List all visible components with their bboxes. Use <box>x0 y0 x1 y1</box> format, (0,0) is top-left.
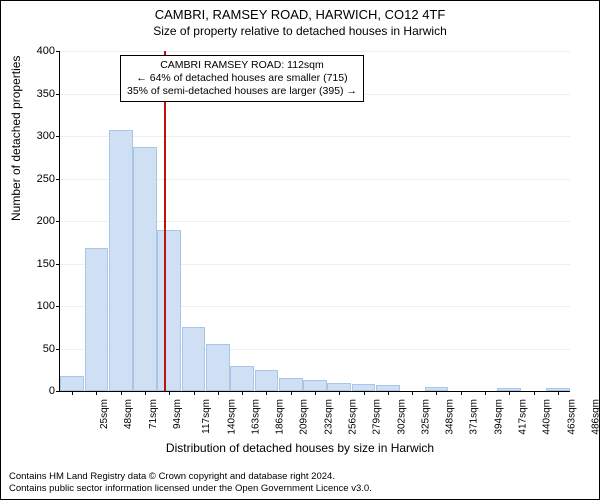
ytick-label: 350 <box>25 88 55 100</box>
bar <box>255 370 279 391</box>
xtick-mark <box>266 391 267 395</box>
xtick-mark <box>72 391 73 395</box>
title-sub: Size of property relative to detached ho… <box>1 24 599 38</box>
ytick-label: 200 <box>25 215 55 227</box>
xtick-mark <box>412 391 413 395</box>
xtick-label: 48sqm <box>123 399 134 429</box>
ytick-mark <box>56 221 60 222</box>
title-main: CAMBRI, RAMSEY ROAD, HARWICH, CO12 4TF <box>1 7 599 22</box>
ytick-mark <box>56 179 60 180</box>
xtick-label: 371sqm <box>469 399 480 435</box>
ytick-mark <box>56 264 60 265</box>
x-axis-label: Distribution of detached houses by size … <box>1 441 599 455</box>
xtick-mark <box>436 391 437 395</box>
xtick-label: 186sqm <box>275 399 286 435</box>
xtick-label: 325sqm <box>420 399 431 435</box>
xtick-mark <box>291 391 292 395</box>
bar <box>60 376 84 391</box>
chart-area: 25sqm48sqm71sqm94sqm117sqm140sqm163sqm18… <box>59 51 569 391</box>
bar <box>327 383 351 392</box>
bar <box>303 380 327 391</box>
bar <box>206 344 230 391</box>
ytick-label: 250 <box>25 173 55 185</box>
bar <box>109 130 133 391</box>
ytick-label: 150 <box>25 258 55 270</box>
annotation-line2: ← 64% of detached houses are smaller (71… <box>127 72 357 85</box>
footer-line2: Contains public sector information licen… <box>9 483 372 495</box>
xtick-label: 417sqm <box>518 399 529 435</box>
xtick-mark <box>461 391 462 395</box>
xtick-label: 71sqm <box>148 399 159 429</box>
xtick-label: 394sqm <box>493 399 504 435</box>
xtick-label: 232sqm <box>323 399 334 435</box>
xtick-label: 117sqm <box>201 399 212 434</box>
footer: Contains HM Land Registry data © Crown c… <box>9 471 372 495</box>
annotation-box: CAMBRI RAMSEY ROAD: 112sqm← 64% of detac… <box>120 55 364 102</box>
xtick-mark <box>145 391 146 395</box>
xtick-mark <box>509 391 510 395</box>
xtick-label: 486sqm <box>590 399 600 435</box>
xtick-label: 348sqm <box>445 399 456 435</box>
bar <box>85 248 109 391</box>
ytick-mark <box>56 391 60 392</box>
ytick-mark <box>56 136 60 137</box>
xtick-mark <box>364 391 365 395</box>
xtick-mark <box>121 391 122 395</box>
xtick-label: 25sqm <box>99 399 110 429</box>
xtick-label: 463sqm <box>566 399 577 435</box>
ytick-label: 100 <box>25 300 55 312</box>
xtick-label: 302sqm <box>396 399 407 435</box>
xtick-mark <box>339 391 340 395</box>
bar <box>133 147 157 391</box>
xtick-mark <box>534 391 535 395</box>
xtick-mark <box>485 391 486 395</box>
bar <box>182 327 206 391</box>
ytick-mark <box>56 349 60 350</box>
xtick-mark <box>96 391 97 395</box>
xtick-label: 440sqm <box>542 399 553 435</box>
annotation-line3: 35% of semi-detached houses are larger (… <box>127 85 357 98</box>
gridline <box>60 136 570 137</box>
bar <box>279 378 303 391</box>
bar <box>157 230 181 392</box>
xtick-label: 163sqm <box>250 399 261 435</box>
ytick-mark <box>56 51 60 52</box>
ytick-mark <box>56 94 60 95</box>
xtick-mark <box>169 391 170 395</box>
ytick-label: 50 <box>25 343 55 355</box>
ytick-label: 0 <box>25 385 55 397</box>
xtick-label: 209sqm <box>299 399 310 435</box>
bar <box>230 366 254 392</box>
xtick-mark <box>315 391 316 395</box>
gridline <box>60 51 570 52</box>
xtick-mark <box>558 391 559 395</box>
xtick-label: 279sqm <box>372 399 383 435</box>
ytick-label: 400 <box>25 45 55 57</box>
ytick-label: 300 <box>25 130 55 142</box>
bar <box>352 384 376 391</box>
ytick-mark <box>56 306 60 307</box>
xtick-label: 140sqm <box>226 399 237 435</box>
y-axis-label: Number of detached properties <box>9 56 23 221</box>
plot: 25sqm48sqm71sqm94sqm117sqm140sqm163sqm18… <box>59 51 570 392</box>
footer-line1: Contains HM Land Registry data © Crown c… <box>9 471 372 483</box>
xtick-label: 94sqm <box>172 399 183 429</box>
xtick-mark <box>194 391 195 395</box>
xtick-mark <box>388 391 389 395</box>
xtick-mark <box>242 391 243 395</box>
xtick-label: 256sqm <box>348 399 359 435</box>
annotation-line1: CAMBRI RAMSEY ROAD: 112sqm <box>127 59 357 72</box>
xtick-mark <box>218 391 219 395</box>
chart-container: CAMBRI, RAMSEY ROAD, HARWICH, CO12 4TF S… <box>0 0 600 500</box>
